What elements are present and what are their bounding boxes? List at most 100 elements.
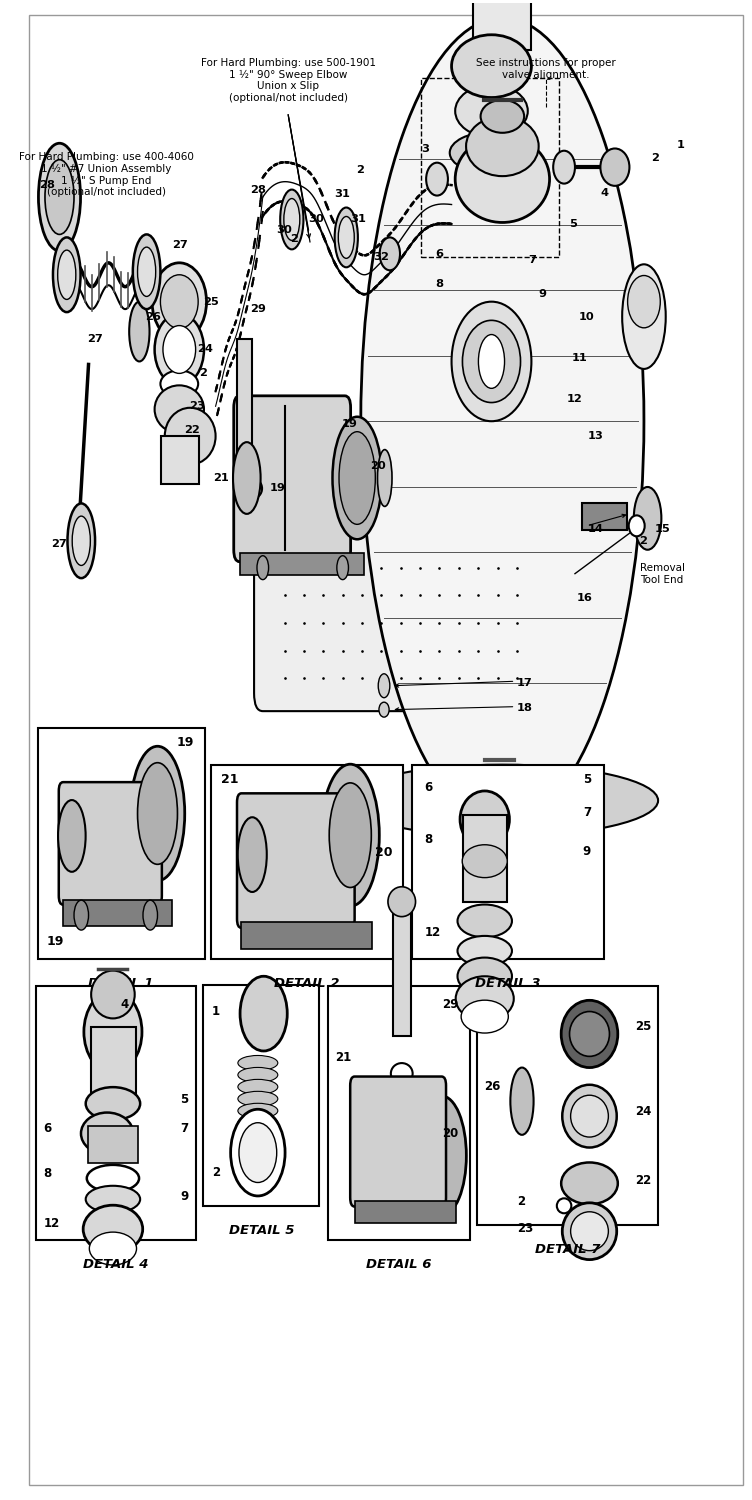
Ellipse shape: [571, 1212, 608, 1251]
Bar: [36, 986, 196, 1240]
Text: 13: 13: [588, 430, 604, 441]
Ellipse shape: [155, 386, 204, 433]
Text: 6: 6: [44, 1122, 52, 1136]
Ellipse shape: [160, 370, 199, 398]
Text: 19: 19: [341, 419, 357, 429]
Ellipse shape: [456, 976, 514, 1022]
Text: For Hard Plumbing: use 500-1901
1 ½" 90° Sweep Elbow
Union x Slip
(optional/not : For Hard Plumbing: use 500-1901 1 ½" 90°…: [201, 58, 376, 104]
Text: 6: 6: [435, 249, 444, 259]
Ellipse shape: [462, 844, 508, 877]
Text: 31: 31: [350, 214, 365, 225]
Bar: [87, 1126, 138, 1164]
Text: 2: 2: [290, 234, 299, 244]
Text: Removal
Tool End: Removal Tool End: [640, 562, 684, 585]
Ellipse shape: [238, 1056, 277, 1071]
Text: 2: 2: [517, 1196, 525, 1208]
Ellipse shape: [321, 764, 379, 906]
Text: 20: 20: [374, 846, 392, 859]
Ellipse shape: [338, 216, 354, 258]
Bar: [203, 984, 320, 1206]
Ellipse shape: [380, 237, 400, 270]
Ellipse shape: [163, 326, 196, 374]
FancyBboxPatch shape: [234, 396, 350, 561]
Text: 24: 24: [198, 345, 214, 354]
Text: 19: 19: [270, 483, 286, 494]
Polygon shape: [63, 900, 172, 926]
Ellipse shape: [239, 1122, 277, 1182]
Bar: [463, 815, 507, 902]
Ellipse shape: [165, 408, 216, 465]
Ellipse shape: [238, 1080, 277, 1095]
Ellipse shape: [240, 976, 287, 1052]
Ellipse shape: [562, 1203, 617, 1260]
Ellipse shape: [160, 274, 199, 328]
Ellipse shape: [53, 237, 80, 312]
Text: 12: 12: [44, 1216, 59, 1230]
Text: 27: 27: [172, 240, 188, 250]
Text: 22: 22: [635, 1174, 651, 1186]
Text: 9: 9: [180, 1190, 189, 1203]
Polygon shape: [354, 1200, 456, 1222]
Ellipse shape: [155, 314, 204, 386]
Ellipse shape: [417, 1096, 466, 1215]
Text: 4: 4: [120, 999, 129, 1011]
Ellipse shape: [388, 886, 416, 916]
Text: 2: 2: [356, 165, 363, 176]
Ellipse shape: [622, 264, 666, 369]
Text: 31: 31: [334, 189, 350, 200]
Text: 30: 30: [308, 214, 323, 225]
Text: 15: 15: [655, 524, 671, 534]
Text: DETAIL 7: DETAIL 7: [535, 1244, 600, 1256]
Ellipse shape: [238, 1092, 277, 1107]
Text: 5: 5: [569, 219, 577, 230]
Ellipse shape: [571, 1095, 608, 1137]
Bar: [473, 0, 532, 50]
Text: 7: 7: [583, 807, 591, 819]
Ellipse shape: [335, 207, 358, 267]
Ellipse shape: [461, 1000, 508, 1033]
Text: 20: 20: [370, 460, 386, 471]
Text: 28: 28: [250, 184, 265, 195]
Ellipse shape: [233, 442, 261, 514]
Text: 1: 1: [212, 1005, 220, 1019]
Ellipse shape: [241, 478, 262, 500]
Text: 8: 8: [425, 833, 433, 846]
Ellipse shape: [451, 34, 532, 98]
Ellipse shape: [68, 504, 95, 578]
Text: 23: 23: [517, 1221, 533, 1234]
Text: 16: 16: [577, 592, 593, 603]
Ellipse shape: [562, 1084, 617, 1148]
Text: 30: 30: [276, 225, 292, 236]
Ellipse shape: [569, 1011, 609, 1056]
Text: 12: 12: [566, 394, 582, 404]
Ellipse shape: [38, 144, 80, 250]
Text: 2: 2: [199, 369, 207, 378]
Text: 9: 9: [538, 290, 547, 298]
Text: 25: 25: [635, 1020, 651, 1034]
Text: 19: 19: [47, 934, 64, 948]
Ellipse shape: [45, 159, 74, 234]
FancyBboxPatch shape: [254, 534, 547, 711]
Ellipse shape: [332, 417, 382, 540]
Ellipse shape: [284, 198, 300, 240]
Ellipse shape: [553, 150, 575, 183]
Ellipse shape: [378, 450, 392, 507]
Ellipse shape: [86, 1166, 139, 1192]
Ellipse shape: [81, 1113, 133, 1155]
Text: 28: 28: [39, 180, 55, 190]
Ellipse shape: [379, 702, 389, 717]
Text: 10: 10: [578, 312, 594, 321]
Ellipse shape: [280, 189, 304, 249]
Text: DETAIL 2: DETAIL 2: [274, 976, 339, 990]
Text: 23: 23: [189, 402, 205, 411]
Ellipse shape: [83, 1204, 143, 1252]
Ellipse shape: [457, 957, 512, 994]
Text: 21: 21: [221, 774, 239, 786]
Text: 19: 19: [177, 736, 194, 748]
FancyBboxPatch shape: [237, 794, 355, 928]
Text: 32: 32: [373, 252, 389, 262]
Text: 5: 5: [180, 1092, 189, 1106]
Ellipse shape: [561, 1000, 618, 1068]
Text: 29: 29: [250, 304, 265, 313]
Ellipse shape: [511, 1068, 534, 1136]
